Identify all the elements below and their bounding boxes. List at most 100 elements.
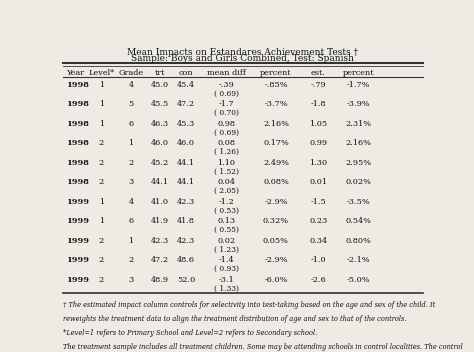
Text: 4: 4 — [128, 198, 134, 206]
Text: 1: 1 — [99, 198, 104, 206]
Text: -3.1: -3.1 — [219, 276, 234, 284]
Text: -.79: -.79 — [310, 81, 326, 89]
Text: 2: 2 — [99, 178, 104, 186]
Text: 2.95%: 2.95% — [346, 159, 372, 167]
Text: † The estimated impact column controls for selectivity into test-taking based on: † The estimated impact column controls f… — [63, 301, 435, 309]
Text: 1998: 1998 — [66, 81, 90, 89]
Text: 1998: 1998 — [66, 178, 90, 186]
Text: -2.9%: -2.9% — [264, 198, 288, 206]
Text: -1.4: -1.4 — [219, 256, 234, 264]
Text: ( 2.05): ( 2.05) — [214, 187, 239, 195]
Text: 1: 1 — [99, 217, 104, 225]
Text: 2: 2 — [99, 237, 104, 245]
Text: ( 0.70): ( 0.70) — [214, 109, 239, 117]
Text: 0.32%: 0.32% — [263, 217, 289, 225]
Text: 1.05: 1.05 — [309, 120, 327, 128]
Text: -.39: -.39 — [219, 81, 234, 89]
Text: 1: 1 — [128, 237, 134, 245]
Text: 1999: 1999 — [66, 217, 90, 225]
Text: -1.2: -1.2 — [219, 198, 234, 206]
Text: 1999: 1999 — [66, 276, 90, 284]
Text: 45.4: 45.4 — [177, 81, 195, 89]
Text: 1: 1 — [99, 100, 104, 108]
Text: 1999: 1999 — [66, 198, 90, 206]
Text: 48.9: 48.9 — [151, 276, 169, 284]
Text: -3.9%: -3.9% — [347, 100, 371, 108]
Text: -1.5: -1.5 — [310, 198, 326, 206]
Text: 47.2: 47.2 — [177, 100, 195, 108]
Text: 1: 1 — [128, 139, 134, 147]
Text: trt: trt — [155, 69, 165, 77]
Text: 44.1: 44.1 — [151, 178, 169, 186]
Text: ( 1.23): ( 1.23) — [214, 246, 239, 254]
Text: -3.7%: -3.7% — [264, 100, 288, 108]
Text: 0.80%: 0.80% — [346, 237, 372, 245]
Text: 3: 3 — [128, 178, 134, 186]
Text: Grade: Grade — [118, 69, 144, 77]
Text: *Level=1 refers to Primary School and Level=2 refers to Secondary school.: *Level=1 refers to Primary School and Le… — [63, 329, 317, 337]
Text: 41.8: 41.8 — [177, 217, 195, 225]
Text: -6.0%: -6.0% — [264, 276, 288, 284]
Text: -1.8: -1.8 — [310, 100, 326, 108]
Text: Mean Impacts on Estandares Achievement Tests †: Mean Impacts on Estandares Achievement T… — [128, 48, 358, 57]
Text: -2.6: -2.6 — [310, 276, 326, 284]
Text: 0.04: 0.04 — [218, 178, 236, 186]
Text: 45.5: 45.5 — [151, 100, 169, 108]
Text: ( 1.52): ( 1.52) — [214, 168, 239, 176]
Text: 46.0: 46.0 — [151, 139, 169, 147]
Text: 0.23: 0.23 — [309, 217, 328, 225]
Text: 42.3: 42.3 — [177, 237, 195, 245]
Text: percent: percent — [343, 69, 374, 77]
Text: ( 1.33): ( 1.33) — [214, 285, 239, 293]
Text: 45.0: 45.0 — [151, 81, 169, 89]
Text: 0.13: 0.13 — [218, 217, 236, 225]
Text: -.85%: -.85% — [264, 81, 288, 89]
Text: mean diff: mean diff — [207, 69, 246, 77]
Text: -2.1%: -2.1% — [347, 256, 371, 264]
Text: 0.02%: 0.02% — [346, 178, 372, 186]
Text: 1998: 1998 — [66, 120, 90, 128]
Text: 44.1: 44.1 — [177, 159, 195, 167]
Text: 1999: 1999 — [66, 256, 90, 264]
Text: 1.30: 1.30 — [309, 159, 327, 167]
Text: 45.3: 45.3 — [177, 120, 195, 128]
Text: -3.5%: -3.5% — [347, 198, 371, 206]
Text: 1999: 1999 — [66, 237, 90, 245]
Text: reweights the treatment data to align the treatment distribution of age and sex : reweights the treatment data to align th… — [63, 315, 406, 323]
Text: 2: 2 — [99, 276, 104, 284]
Text: 0.17%: 0.17% — [263, 139, 289, 147]
Text: 46.3: 46.3 — [151, 120, 169, 128]
Text: 2.31%: 2.31% — [346, 120, 372, 128]
Text: 45.2: 45.2 — [151, 159, 169, 167]
Text: 2: 2 — [99, 256, 104, 264]
Text: 6: 6 — [128, 120, 134, 128]
Text: ( 0.69): ( 0.69) — [214, 129, 239, 137]
Text: 1: 1 — [99, 120, 104, 128]
Text: -1.7: -1.7 — [219, 100, 234, 108]
Text: percent: percent — [260, 69, 292, 77]
Text: 2: 2 — [99, 139, 104, 147]
Text: 2: 2 — [99, 159, 104, 167]
Text: 0.01: 0.01 — [309, 178, 327, 186]
Text: 0.08%: 0.08% — [263, 178, 289, 186]
Text: 0.02: 0.02 — [218, 237, 236, 245]
Text: The treatment sample includes all treatment children. Some may be attending scho: The treatment sample includes all treatm… — [63, 343, 463, 351]
Text: 5: 5 — [128, 100, 134, 108]
Text: ( 0.93): ( 0.93) — [214, 265, 239, 273]
Text: Level*: Level* — [89, 69, 115, 77]
Text: 1: 1 — [99, 81, 104, 89]
Text: 1998: 1998 — [66, 139, 90, 147]
Text: ( 0.55): ( 0.55) — [214, 226, 239, 234]
Text: 42.3: 42.3 — [177, 198, 195, 206]
Text: -1.7%: -1.7% — [347, 81, 370, 89]
Text: 0.05%: 0.05% — [263, 237, 289, 245]
Text: 2: 2 — [128, 159, 134, 167]
Text: 0.98: 0.98 — [218, 120, 236, 128]
Text: 1998: 1998 — [66, 100, 90, 108]
Text: 2: 2 — [128, 256, 134, 264]
Text: con: con — [179, 69, 193, 77]
Text: 0.54%: 0.54% — [346, 217, 372, 225]
Text: 47.2: 47.2 — [151, 256, 169, 264]
Text: est.: est. — [311, 69, 326, 77]
Text: 44.1: 44.1 — [177, 178, 195, 186]
